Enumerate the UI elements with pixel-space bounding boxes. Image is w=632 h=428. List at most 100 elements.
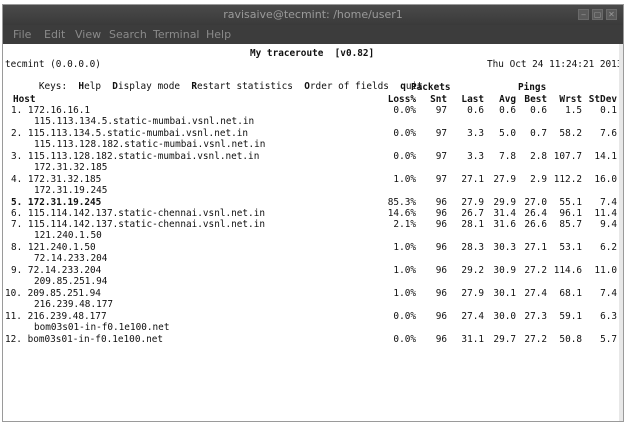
hop-extra-host: 172.31.32.185 xyxy=(34,162,108,173)
hop-loss: 0.0% xyxy=(393,311,416,322)
hop-last: 28.1 xyxy=(461,219,484,230)
key-help-label: elp xyxy=(84,81,101,92)
col-last: Last xyxy=(461,94,484,105)
hop-avg: 30.1 xyxy=(493,288,516,299)
col-wrst: Wrst xyxy=(559,94,582,105)
hop-extra-host: 115.113.128.182.static-mumbai.vsnl.net.i… xyxy=(34,139,266,150)
hop-host: 11. 216.239.48.177 xyxy=(5,311,107,322)
hop-best: 2.9 xyxy=(530,174,547,185)
hop-host: 2. 115.113.134.5.static-mumbai.vsnl.net.… xyxy=(11,128,249,139)
hop-wrst: 1.5 xyxy=(565,105,582,116)
hop-host: 12. bom03s01-in-f0.1e100.net xyxy=(5,334,164,345)
hop-snt: 96 xyxy=(435,311,447,322)
menu-search[interactable]: Search xyxy=(109,28,147,41)
hop-last: 27.4 xyxy=(461,311,484,322)
key-display-hot[interactable]: D xyxy=(112,81,118,92)
hop-avg: 5.0 xyxy=(499,128,516,139)
maximize-icon[interactable]: ▢ xyxy=(592,9,603,20)
menu-bar: File Edit View Search Terminal Help xyxy=(3,25,623,44)
key-quit-label: uit xyxy=(405,81,423,92)
hop-avg: 31.6 xyxy=(493,219,516,230)
hop-last: 27.1 xyxy=(461,174,484,185)
hop-extra-host: 121.240.1.50 xyxy=(34,230,102,241)
hop-wrst: 55.1 xyxy=(559,197,582,208)
menu-help[interactable]: Help xyxy=(206,28,232,41)
hop-snt: 97 xyxy=(435,105,447,116)
hop-wrst: 58.2 xyxy=(559,128,582,139)
hop-wrst: 53.1 xyxy=(559,242,582,253)
key-help-hot[interactable]: H xyxy=(78,81,85,92)
hop-stdev: 7.4 xyxy=(600,288,617,299)
hop-last: 28.3 xyxy=(461,242,484,253)
key-restart-hot[interactable]: R xyxy=(191,81,197,92)
key-order-hot[interactable]: O xyxy=(304,81,310,92)
hop-avg: 0.6 xyxy=(499,105,516,116)
hop-snt: 96 xyxy=(435,288,447,299)
hop-loss: 14.6% xyxy=(387,208,416,219)
hop-avg: 27.9 xyxy=(493,174,516,185)
hop-loss: 0.0% xyxy=(393,151,416,162)
hop-stdev: 7.6 xyxy=(600,128,617,139)
hop-extra-host: 115.113.134.5.static-mumbai.vsnl.net.in xyxy=(34,116,255,127)
hop-best: 0.7 xyxy=(530,128,547,139)
hop-snt: 96 xyxy=(435,265,447,276)
hop-last: 31.1 xyxy=(461,334,484,345)
hop-stdev: 6.3 xyxy=(600,311,617,322)
hop-extra-host: 72.14.233.204 xyxy=(34,253,108,264)
terminal-content[interactable]: My traceroute [v0.82] tecmint (0.0.0.0) … xyxy=(3,44,623,421)
hop-best: 26.6 xyxy=(524,219,547,230)
window-controls: ‒ ▢ ✕ xyxy=(578,9,617,21)
hop-last: 26.7 xyxy=(461,208,484,219)
hop-avg: 30.9 xyxy=(493,265,516,276)
hop-best: 27.2 xyxy=(524,334,547,345)
hop-host: 3. 115.113.128.182.static-mumbai.vsnl.ne… xyxy=(11,151,260,162)
hop-extra-host: bom03s01-in-f0.1e100.net xyxy=(34,322,170,333)
hop-stdev: 5.7 xyxy=(600,334,617,345)
hop-wrst: 85.7 xyxy=(559,219,582,230)
hop-loss: 0.0% xyxy=(393,128,416,139)
col-best: Best xyxy=(524,94,547,105)
hop-best: 27.2 xyxy=(524,265,547,276)
menu-terminal[interactable]: Terminal xyxy=(153,28,200,41)
hop-snt: 96 xyxy=(435,219,447,230)
col-snt: Snt xyxy=(430,94,447,105)
hop-stdev: 9.4 xyxy=(600,219,617,230)
hop-host: 5. 172.31.19.245 xyxy=(11,197,102,208)
hop-loss: 85.3% xyxy=(387,197,416,208)
keys-label: Keys: xyxy=(38,81,68,92)
hop-avg: 31.4 xyxy=(493,208,516,219)
hop-snt: 96 xyxy=(435,334,447,345)
window-titlebar[interactable]: ravisaive@tecmint: /home/user1 ‒ ▢ ✕ xyxy=(3,5,623,25)
mtr-host-line: tecmint (0.0.0.0) xyxy=(5,59,101,70)
hop-host: 7. 115.114.142.137.static-chennai.vsnl.n… xyxy=(11,219,265,230)
hop-stdev: 7.4 xyxy=(600,197,617,208)
key-order-label: rder of fields xyxy=(309,81,389,92)
menu-view[interactable]: View xyxy=(75,28,102,41)
pings-group-label: Pings xyxy=(518,82,547,93)
hop-loss: 0.0% xyxy=(393,105,416,116)
close-icon[interactable]: ✕ xyxy=(606,9,617,20)
key-quit-hot[interactable]: q xyxy=(400,81,406,92)
hop-extra-host: 209.85.251.94 xyxy=(34,276,108,287)
hop-stdev: 16.0 xyxy=(594,174,617,185)
packets-group-label: Packets xyxy=(411,82,451,93)
minimize-icon[interactable]: ‒ xyxy=(578,9,589,20)
col-loss: Loss% xyxy=(387,94,416,105)
hop-loss: 1.0% xyxy=(393,265,416,276)
hop-wrst: 114.6 xyxy=(553,265,582,276)
hop-host: 9. 72.14.233.204 xyxy=(11,265,102,276)
hop-avg: 30.0 xyxy=(493,311,516,322)
menu-file[interactable]: File xyxy=(13,28,32,41)
menu-edit[interactable]: Edit xyxy=(44,28,66,41)
hop-last: 27.9 xyxy=(461,288,484,299)
hop-host: 8. 121.240.1.50 xyxy=(11,242,96,253)
terminal-scrollbar[interactable] xyxy=(619,44,623,421)
col-stdev: StDev xyxy=(588,94,617,105)
hop-wrst: 96.1 xyxy=(559,208,582,219)
hop-host: 10. 209.85.251.94 xyxy=(5,288,101,299)
hop-snt: 96 xyxy=(435,208,447,219)
hop-stdev: 14.1 xyxy=(594,151,617,162)
col-avg: Avg xyxy=(499,94,516,105)
hop-stdev: 6.2 xyxy=(600,242,617,253)
hop-last: 27.9 xyxy=(461,197,484,208)
